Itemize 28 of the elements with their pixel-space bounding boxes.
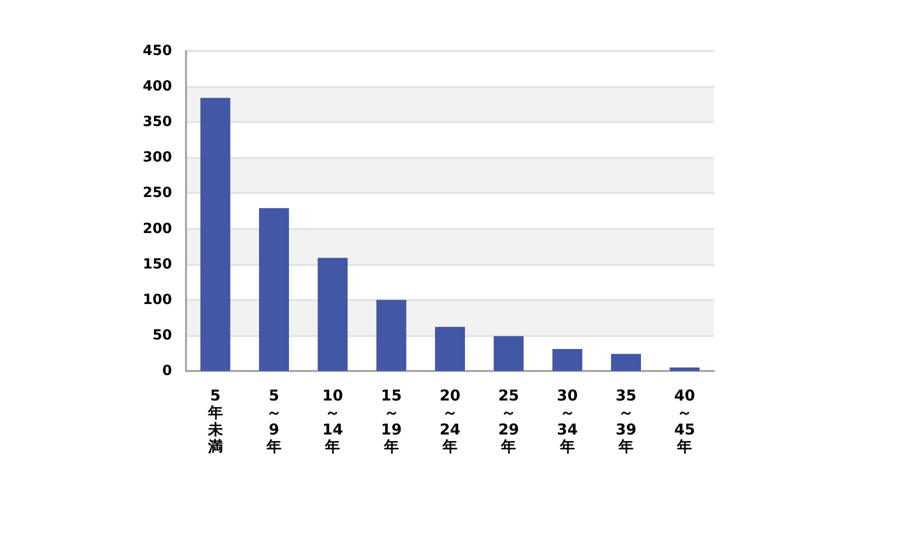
x-tick-label: 15～19年 (380, 386, 402, 456)
x-tick-label: 10～14年 (322, 386, 344, 456)
x-tick-label: 5～9年 (266, 386, 282, 456)
x-tick-label: 25～29年 (498, 386, 520, 456)
y-tick-label: 0 (162, 363, 172, 379)
x-tick-label: 40～45年 (674, 386, 696, 456)
bar (318, 258, 348, 371)
x-tick-label: 35～39年 (616, 386, 636, 456)
y-tick-label: 100 (142, 292, 172, 308)
bar (259, 208, 289, 371)
bar (670, 367, 700, 371)
y-tick-label: 450 (142, 43, 172, 59)
y-tick-label: 400 (142, 78, 172, 95)
y-tick-label: 200 (142, 220, 172, 237)
y-tick-label: 300 (142, 150, 172, 166)
bar (376, 300, 406, 371)
bar (552, 348, 582, 371)
x-tick-label: 20～24年 (440, 386, 460, 456)
bar (611, 354, 641, 371)
y-tick-label: 50 (152, 327, 172, 344)
y-tick-label: 350 (142, 114, 172, 130)
bar (435, 326, 465, 371)
x-tick-label: 5年未満 (206, 386, 224, 456)
y-tick-label: 250 (142, 185, 172, 202)
bar (494, 336, 524, 371)
x-tick-label: 30～34年 (556, 386, 578, 456)
bar (200, 98, 230, 371)
y-tick-label: 150 (142, 256, 172, 272)
